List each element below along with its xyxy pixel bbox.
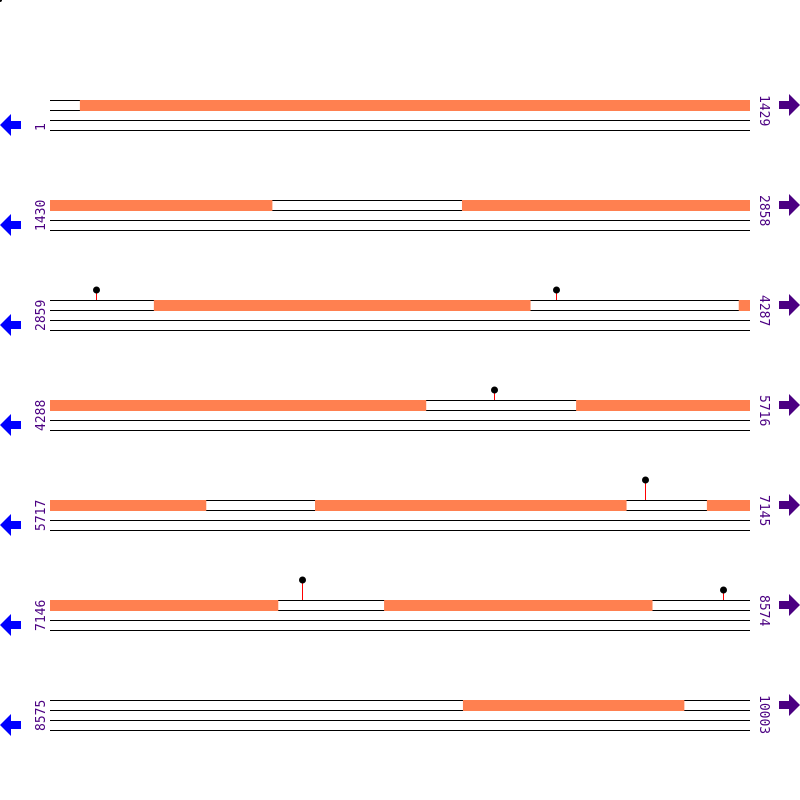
row-start-label: 4288 xyxy=(34,400,49,431)
sequence-row: 1 1429 xyxy=(0,94,800,136)
sequence-row: 8575 10003 xyxy=(0,694,800,736)
feature-block[interactable] xyxy=(576,400,750,411)
sequence-row: 4288 5716 xyxy=(0,386,800,436)
row-start-label: 5717 xyxy=(34,500,49,531)
arrow-left-icon[interactable] xyxy=(0,414,21,436)
row-end-label: 1429 xyxy=(756,95,771,126)
sequence-row: 1430 2858 xyxy=(0,194,800,236)
arrow-right-icon[interactable] xyxy=(779,294,800,316)
feature-block[interactable] xyxy=(50,400,427,411)
arrow-right-icon[interactable] xyxy=(779,94,800,116)
sequence-row: 7146 8574 xyxy=(0,576,800,636)
sequence-row: 2859 4287 xyxy=(0,286,800,336)
row-end-label: 8574 xyxy=(756,595,771,626)
site-marker[interactable] xyxy=(93,286,100,294)
feature-block[interactable] xyxy=(79,100,750,111)
row-end-label: 10003 xyxy=(756,695,771,734)
feature-block[interactable] xyxy=(50,200,273,211)
arrow-right-icon[interactable] xyxy=(779,694,800,716)
arrow-right-icon[interactable] xyxy=(779,494,800,516)
row-end-label: 7145 xyxy=(756,495,771,526)
arrow-left-icon[interactable] xyxy=(0,714,21,736)
row-end-label: 4287 xyxy=(756,295,771,326)
site-marker[interactable] xyxy=(553,286,560,294)
site-marker[interactable] xyxy=(491,386,498,394)
site-marker[interactable] xyxy=(642,476,649,484)
row-start-label: 1430 xyxy=(34,200,49,231)
feature-block[interactable] xyxy=(706,500,750,511)
site-marker[interactable] xyxy=(299,576,306,584)
row-end-label: 2858 xyxy=(756,195,771,226)
arrow-right-icon[interactable] xyxy=(779,194,800,216)
site-marker[interactable] xyxy=(720,586,727,594)
arrow-left-icon[interactable] xyxy=(0,614,21,636)
row-start-label: 8575 xyxy=(34,700,49,731)
feature-block[interactable] xyxy=(384,600,653,611)
arrow-left-icon[interactable] xyxy=(0,114,21,136)
feature-block[interactable] xyxy=(315,500,627,511)
arrow-left-icon[interactable] xyxy=(0,314,21,336)
arrow-left-icon[interactable] xyxy=(0,214,21,236)
feature-block[interactable] xyxy=(50,600,279,611)
row-end-label: 5716 xyxy=(756,395,771,426)
arrow-right-icon[interactable] xyxy=(779,594,800,616)
row-start-label: 2859 xyxy=(34,300,49,331)
feature-block[interactable] xyxy=(462,700,685,711)
feature-block[interactable] xyxy=(153,300,531,311)
arrow-right-icon[interactable] xyxy=(779,394,800,416)
sequence-row: 5717 7145 xyxy=(0,476,800,536)
arrow-left-icon[interactable] xyxy=(0,514,21,536)
feature-block[interactable] xyxy=(738,300,750,311)
row-start-label: 7146 xyxy=(34,600,49,631)
feature-block[interactable] xyxy=(50,500,207,511)
corner-dot xyxy=(0,0,2,2)
row-start-label: 1 xyxy=(34,123,49,131)
feature-block[interactable] xyxy=(461,200,750,211)
